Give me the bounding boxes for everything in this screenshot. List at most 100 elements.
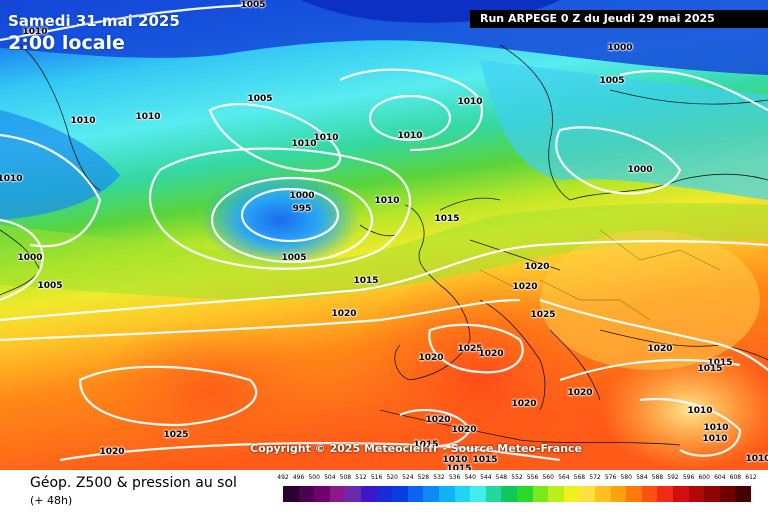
isobar-label: 1025: [457, 344, 483, 354]
isobar-label: 1005: [240, 0, 266, 10]
legend-footer: Géop. Z500 & pression au sol (+ 48h) 492…: [0, 470, 768, 512]
isobar-label: 1015: [434, 214, 460, 224]
scale-tick-label: 508: [339, 474, 352, 481]
isobar-label: 1010: [135, 112, 161, 122]
scale-tick-label: 492: [277, 474, 289, 481]
scale-tick-label: 536: [448, 474, 461, 481]
geopotential-field: [0, 0, 768, 470]
isobar-label: 1010: [291, 139, 317, 149]
scale-tick-label: 596: [682, 474, 695, 481]
isobar-label: 1010: [70, 116, 96, 126]
isobar-label: 1020: [418, 353, 444, 363]
isobar-label: 1000: [627, 165, 653, 175]
scale-tick-label: 612: [745, 474, 757, 481]
isobar-label: 1005: [37, 281, 63, 291]
scale-swatch: [407, 486, 424, 502]
scale-tick-label: 516: [370, 474, 383, 481]
isobar-label: 1010: [703, 423, 729, 433]
scale-tick-label: 548: [495, 474, 508, 481]
isobar-label: 1015: [697, 364, 723, 374]
scale-swatch: [298, 486, 315, 502]
isobar-label: 1000: [289, 191, 315, 201]
scale-swatch: [579, 486, 596, 502]
isobar-label: 1010: [457, 97, 483, 107]
isobar-label: 1005: [247, 94, 273, 104]
isobar-label: 1005: [281, 253, 307, 263]
scale-tick-label: 592: [667, 474, 679, 481]
isobar-label: 1000: [17, 253, 43, 263]
isobar-label: 1015: [413, 440, 439, 450]
copyright-notice: Copyright © 2025 Meteociel.fr - Source M…: [250, 442, 583, 455]
isobar-label: 1010: [442, 455, 468, 465]
isobar-label: 1010: [702, 434, 728, 444]
isobar-label: 995: [292, 204, 312, 214]
isobar-label: 1010: [313, 133, 339, 143]
scale-swatch: [688, 486, 705, 502]
isobar-label: 1020: [524, 262, 550, 272]
map-time: 2:00 locale: [8, 32, 125, 54]
scale-swatch: [283, 486, 300, 502]
map-date: Samedi 31 mai 2025: [8, 12, 180, 30]
isobar-label: 1010: [374, 196, 400, 206]
scale-tick-label: 608: [729, 474, 742, 481]
isobar-label: 1010: [687, 406, 713, 416]
scale-swatch: [423, 486, 440, 502]
isobar-label: 1010: [22, 27, 48, 37]
scale-swatch: [563, 486, 580, 502]
scale-tick-label: 500: [308, 474, 320, 481]
isobar-label: 1020: [331, 309, 357, 319]
isobar-label: 1020: [425, 415, 451, 425]
scale-tick-label: 496: [292, 474, 305, 481]
scale-tick-label: 504: [324, 474, 336, 481]
isobar-label: 1000: [607, 43, 633, 53]
scale-tick-label: 512: [355, 474, 367, 481]
scale-swatch: [673, 486, 690, 502]
scale-swatch: [314, 486, 331, 502]
scale-tick-label: 572: [589, 474, 601, 481]
scale-tick-label: 560: [542, 474, 554, 481]
scale-tick-label: 544: [480, 474, 492, 481]
scale-swatch: [719, 486, 736, 502]
scale-swatch: [454, 486, 471, 502]
isobar-label: 1020: [512, 282, 538, 292]
isobar-label: 1020: [451, 425, 477, 435]
scale-tick-label: 520: [386, 474, 398, 481]
scale-swatch: [392, 486, 409, 502]
scale-swatch: [641, 486, 658, 502]
isobar-label: 1015: [446, 464, 472, 470]
isobar-label: 1010: [0, 174, 23, 184]
scale-swatch: [610, 486, 627, 502]
scale-swatch: [361, 486, 378, 502]
color-scale: 492 496 500 504 508 512 516 520 524 528 532 536 540 5…: [277, 474, 757, 504]
scale-tick-label: 524: [402, 474, 414, 481]
scale-swatch: [595, 486, 612, 502]
isobar-label: 1020: [99, 447, 125, 457]
isobar-label: 1005: [599, 76, 625, 86]
scale-swatch: [735, 486, 752, 502]
scale-swatch: [626, 486, 643, 502]
isobar-label: 1020: [567, 388, 593, 398]
isobar-label: 1015: [472, 455, 498, 465]
isobar-label: 1025: [163, 430, 189, 440]
run-info: Run ARPEGE 0 Z du Jeudi 29 mai 2025: [470, 10, 768, 28]
scale-swatch: [485, 486, 502, 502]
legend-title: Géop. Z500 & pression au sol: [30, 475, 237, 491]
isobar-label: 1010: [397, 131, 423, 141]
isobar-label: 1015: [353, 276, 379, 286]
isobar-label: 1020: [478, 349, 504, 359]
scale-swatch: [439, 486, 456, 502]
scale-swatch: [345, 486, 362, 502]
scale-tick-label: 588: [651, 474, 664, 481]
scale-swatch: [548, 486, 565, 502]
scale-tick-label: 576: [604, 474, 617, 481]
isobar-label: 1025: [530, 310, 556, 320]
isobar-label: 1020: [511, 399, 537, 409]
scale-tick-label: 568: [573, 474, 586, 481]
weather-map: 1005 1010 1000 1005 1005 1010 1010 1010 1010 1010…: [0, 0, 768, 470]
isobar-label: 1020: [647, 344, 673, 354]
scale-swatch: [532, 486, 549, 502]
scale-tick-label: 580: [620, 474, 632, 481]
scale-swatch: [704, 486, 721, 502]
scale-tick-label: 584: [636, 474, 648, 481]
scale-tick-label: 552: [511, 474, 523, 481]
